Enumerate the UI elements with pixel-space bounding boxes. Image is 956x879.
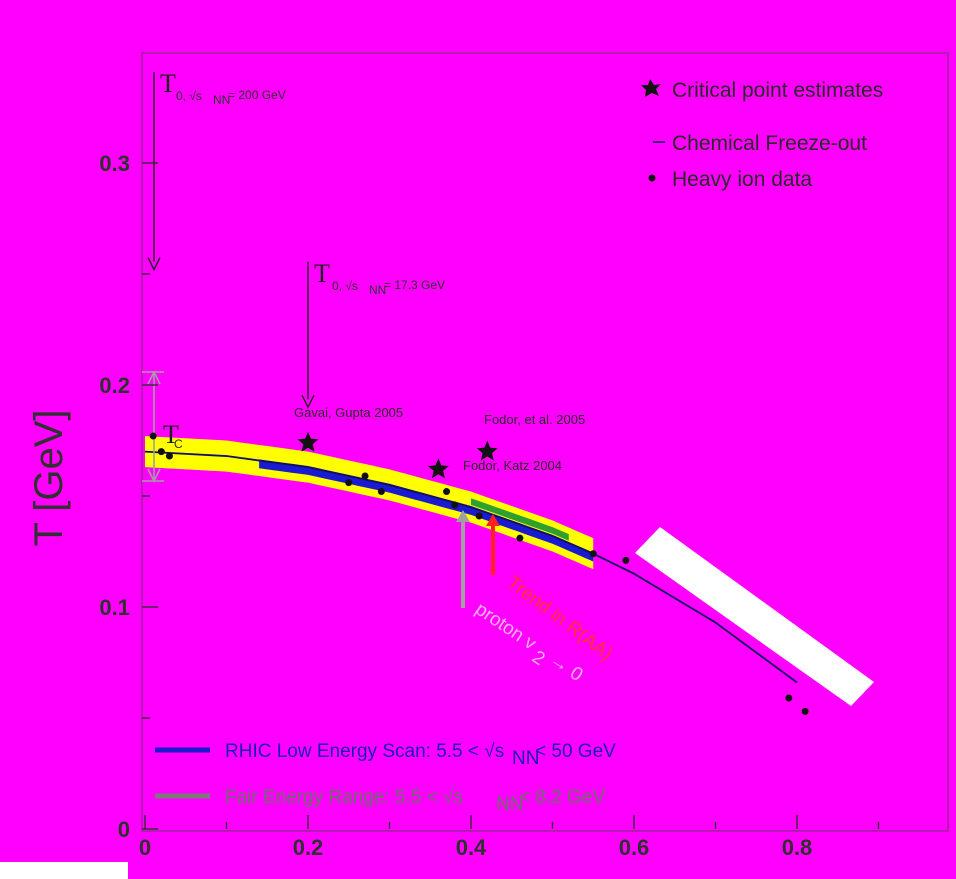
axes-layer: 0 0.2 0.4 0.6 0.8 0 0.1 0.2 0.3: [99, 151, 880, 860]
fair-legend-rest: < 8.2 GeV: [519, 787, 605, 808]
y-axis-label: T [GeV]: [27, 409, 71, 546]
critical-point-star: [476, 440, 498, 461]
y-tick-label: 0.1: [99, 595, 130, 620]
x-tick-label: 0.4: [456, 835, 487, 860]
tc-symbol: T: [163, 420, 179, 449]
t0-top-subscript2: NN: [213, 93, 230, 107]
heavy-ion-data-point: [785, 694, 793, 702]
rhic-legend-sub: NN: [512, 748, 539, 769]
data-points-layer: [149, 432, 809, 715]
t0-top-subscript: 0, √s: [176, 89, 202, 103]
legend-label-critical-point: Critical point estimates: [672, 79, 883, 102]
heavy-ion-data-point: [345, 479, 353, 487]
x-tick-label: 0: [139, 835, 151, 860]
rhic-legend-main: RHIC Low Energy Scan: 5.5 < √s: [225, 741, 504, 762]
bottom-left-strip: [0, 862, 128, 879]
heavy-ion-data-point: [516, 534, 524, 542]
critical-point-star: [297, 431, 319, 452]
heavy-ion-data-point: [801, 707, 809, 715]
y-tick-label: 0: [118, 817, 130, 842]
grey-arrow-head: [456, 510, 470, 522]
heavy-ion-data-point: [377, 488, 385, 496]
label-fodor-2005: Fodor, et al. 2005: [484, 412, 585, 427]
y-tick-label: 0.2: [99, 373, 130, 398]
t0-mid-value: = 17.3 GeV: [384, 278, 445, 292]
heavy-ion-data-point: [475, 512, 483, 520]
x-tick-label: 0.8: [782, 835, 813, 860]
chemical-freezeout-line: [144, 450, 798, 684]
red-arrow-head: [486, 514, 500, 526]
heavy-ion-data-point: [589, 550, 597, 558]
heavy-ion-data-point: [451, 501, 459, 509]
label-gavai-gupta: Gavai, Gupta 2005: [294, 405, 403, 420]
t0-mid-symbol: T: [314, 259, 330, 288]
legend-label-heavy-ion: Heavy ion data: [672, 168, 812, 191]
critical-point-star: [427, 458, 449, 479]
heavy-ion-data-point: [165, 452, 173, 460]
label-fodor-katz: Fodor, Katz 2004: [463, 458, 562, 473]
t0-mid-arrow-head: [301, 394, 315, 409]
heavy-ion-data-point: [443, 488, 451, 496]
legend-dot-marker: [648, 174, 656, 182]
t0-top-annotation: T 0, √s NN = 200 GeV: [160, 69, 286, 107]
bands-layer: [145, 436, 594, 570]
t0-top-arrow-head: [147, 257, 161, 272]
heavy-ion-data-point: [157, 448, 165, 456]
legend: Critical point estimates Chemical Freeze…: [641, 79, 883, 191]
tc-subscript: C: [174, 437, 183, 451]
star-markers-layer: [297, 431, 498, 479]
arrows-layer: [142, 72, 500, 608]
t0-top-symbol: T: [160, 69, 176, 98]
t0-mid-subscript: 0, √s: [332, 279, 358, 293]
legend-star-marker: [641, 79, 661, 97]
t0-mid-subscript2: NN: [369, 283, 386, 297]
plot-frame: [141, 52, 949, 832]
rhic-legend: RHIC Low Energy Scan: 5.5 < √s NN < 50 G…: [155, 741, 616, 769]
blue-band: [259, 459, 594, 562]
x-tick-label: 0.2: [293, 835, 324, 860]
heavy-ion-data-point: [149, 432, 157, 440]
heavy-ion-data-point: [622, 556, 630, 564]
rhic-legend-rest: < 50 GeV: [535, 741, 616, 762]
freezeout-curve-layer: [144, 450, 798, 684]
fair-legend-sub: NN: [496, 794, 523, 815]
fair-legend-main: Fair Energy Range: 5.5 < √s: [225, 787, 463, 808]
fair-legend: Fair Energy Range: 5.5 < √s NN < 8.2 GeV: [155, 787, 605, 815]
t0-top-value: = 200 GeV: [228, 88, 286, 102]
y-tick-label: 0.3: [99, 151, 130, 176]
heavy-ion-data-point: [361, 472, 369, 480]
green-band: [471, 498, 569, 541]
legend-label-chemical-freezeout: Chemical Freeze-out: [672, 132, 867, 155]
white-overlay-box: [635, 527, 874, 706]
x-tick-label: 0.6: [619, 835, 650, 860]
t0-mid-annotation: T 0, √s NN = 17.3 GeV: [314, 259, 445, 297]
yellow-band: [145, 436, 594, 570]
